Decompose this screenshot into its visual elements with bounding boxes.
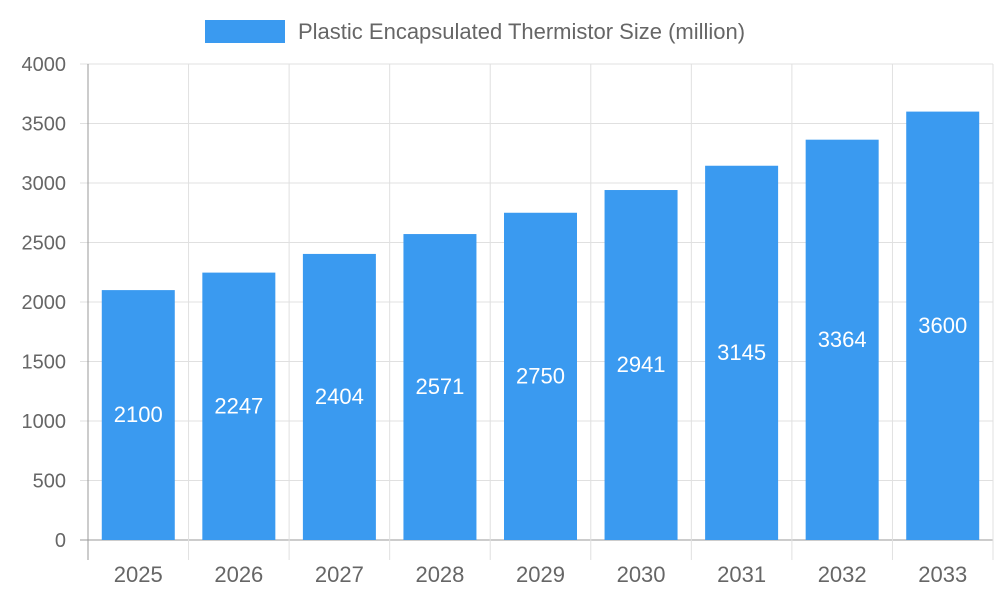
data-label: 2571 xyxy=(415,374,464,399)
data-label: 2404 xyxy=(315,384,364,409)
bar xyxy=(906,111,980,540)
x-tick-label: 2026 xyxy=(214,562,263,587)
bar xyxy=(504,212,577,540)
y-tick-label: 3000 xyxy=(22,173,67,195)
bar xyxy=(805,139,879,540)
y-tick-label: 500 xyxy=(33,471,66,493)
y-tick-label: 4000 xyxy=(22,54,67,76)
x-tick-label: 2027 xyxy=(315,562,364,587)
y-tick-label: 0 xyxy=(55,530,66,552)
bar xyxy=(302,253,376,540)
data-label: 2100 xyxy=(114,402,163,427)
bar xyxy=(202,272,276,540)
legend-label: Plastic Encapsulated Thermistor Size (mi… xyxy=(298,19,745,44)
bar xyxy=(101,290,175,540)
bar xyxy=(705,165,779,540)
y-tick-label: 2500 xyxy=(22,233,67,255)
data-label: 3600 xyxy=(918,313,967,338)
x-tick-label: 2025 xyxy=(114,562,163,587)
y-tick-label: 3500 xyxy=(22,114,67,136)
bar xyxy=(403,234,477,540)
x-tick-label: 2028 xyxy=(415,562,464,587)
x-tick-label: 2029 xyxy=(516,562,565,587)
x-tick-label: 2033 xyxy=(918,562,967,587)
data-label: 2750 xyxy=(516,363,565,388)
y-tick-label: 2000 xyxy=(22,292,67,314)
y-tick-label: 1000 xyxy=(22,411,67,433)
data-label: 2941 xyxy=(617,352,666,377)
x-tick-label: 2031 xyxy=(717,562,766,587)
x-tick-label: 2032 xyxy=(818,562,867,587)
data-label: 3364 xyxy=(818,327,867,352)
y-tick-label: 1500 xyxy=(22,352,67,374)
data-label: 3145 xyxy=(717,340,766,365)
bar xyxy=(604,190,678,540)
data-label: 2247 xyxy=(214,393,263,418)
legend-swatch xyxy=(205,20,285,43)
x-tick-label: 2030 xyxy=(617,562,666,587)
